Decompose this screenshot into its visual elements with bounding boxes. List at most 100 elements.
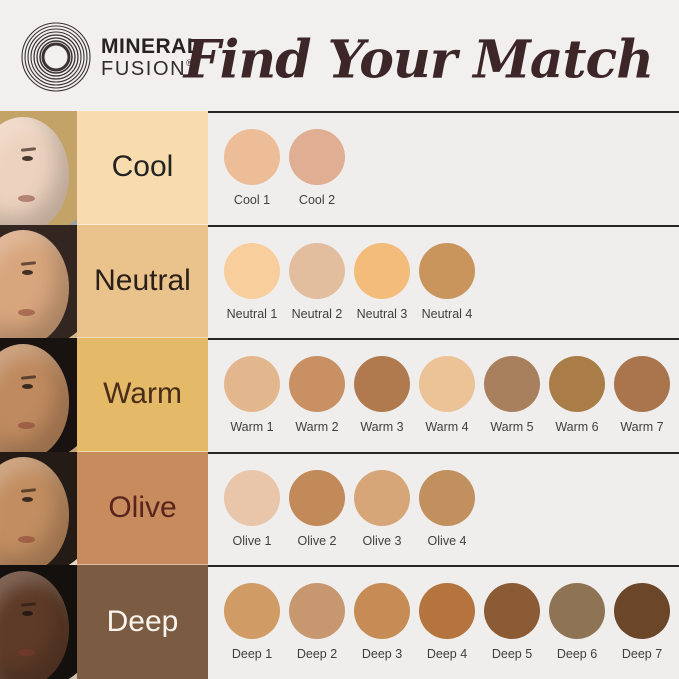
shade-dot (224, 469, 280, 526)
shade-dot (354, 583, 410, 640)
swatch-warm-4: Warm 4 (419, 356, 475, 434)
portrait-eye (21, 610, 33, 616)
portrait-eye (21, 383, 33, 389)
swatch-strip-neutral: Neutral 1 Neutral 2 Neutral 3 Neutral 4 (208, 224, 679, 339)
row-label-text: Warm (103, 377, 182, 411)
row-label-warm: Warm (77, 338, 208, 452)
swatch-neutral-3: Neutral 3 (354, 242, 410, 321)
shade-dot (354, 469, 410, 526)
shade-name: Warm 7 (620, 420, 664, 435)
swatch-strip-warm: Warm 1 Warm 2 Warm 3 Warm 4 Warm 5 Warm 6 Warm… (208, 338, 679, 452)
model-photo-cool (0, 111, 77, 225)
shade-dot (224, 242, 280, 299)
model-photo-warm (0, 338, 77, 452)
brand-name-line2: FUSION® (101, 57, 195, 80)
swatch-cool-1: Cool 1 (224, 129, 280, 207)
shade-name: Cool 2 (298, 193, 336, 207)
swatch-warm-6: Warm 6 (549, 356, 605, 434)
portrait-eye (21, 497, 33, 503)
shade-name: Warm 3 (360, 420, 404, 435)
shade-dot (289, 469, 345, 526)
shade-dot (224, 129, 280, 185)
row-label-text: Olive (108, 491, 177, 525)
row-label-deep: Deep (77, 565, 208, 679)
swatch-strip-deep: Deep 1 Deep 2 Deep 3 Deep 4 Deep 5 Deep 6 Deep… (208, 565, 679, 679)
swatch-olive-1: Olive 1 (224, 469, 280, 548)
brand-wordmark: MINERAL FUSION® (101, 36, 200, 79)
swatch-deep-5: Deep 5 (484, 583, 540, 661)
shade-dot (224, 356, 280, 413)
shade-row-deep: Deep Deep 1 Deep 2 Deep 3 Deep 4 Deep 5 Deep 6… (0, 565, 679, 679)
swatch-neutral-4: Neutral 4 (419, 242, 475, 321)
swatch-olive-2: Olive 2 (289, 469, 345, 548)
shade-dot (419, 469, 475, 526)
swatch-warm-1: Warm 1 (224, 356, 280, 434)
swatch-strip-olive: Olive 1 Olive 2 Olive 3 Olive 4 (208, 451, 679, 566)
shade-dot (484, 356, 540, 413)
swatch-strip-cool: Cool 1 Cool 2 (208, 111, 679, 225)
shade-name: Warm 6 (555, 420, 599, 435)
shade-name: Neutral 4 (421, 306, 473, 321)
swatch-cool-2: Cool 2 (289, 129, 345, 207)
row-label-text: Cool (111, 150, 174, 184)
shade-name: Neutral 1 (226, 306, 278, 321)
shade-dot (289, 583, 345, 640)
shade-row-olive: Olive Olive 1 Olive 2 Olive 3 Olive 4 (0, 451, 679, 566)
row-label-cool: Cool (77, 111, 208, 225)
row-label-text: Neutral (94, 263, 191, 297)
swatch-deep-6: Deep 6 (549, 583, 605, 661)
row-label-neutral: Neutral (77, 224, 208, 339)
shade-row-warm: Warm Warm 1 Warm 2 Warm 3 Warm 4 Warm 5 Warm 6… (0, 338, 679, 452)
swatch-deep-7: Deep 7 (614, 583, 670, 661)
shade-name: Warm 5 (490, 420, 534, 435)
portrait-lips (18, 195, 36, 203)
shade-name: Deep 3 (361, 647, 403, 662)
swatch-warm-7: Warm 7 (614, 356, 670, 434)
portrait-lips (18, 308, 36, 316)
swatch-deep-2: Deep 2 (289, 583, 345, 661)
model-photo-deep (0, 565, 77, 679)
swatch-deep-1: Deep 1 (224, 583, 280, 661)
shade-row-cool: Cool Cool 1 Cool 2 (0, 111, 679, 225)
portrait-lips (18, 422, 36, 430)
shade-name: Olive 1 (232, 533, 272, 548)
header: MINERAL FUSION® Find Your Match (0, 0, 679, 111)
shade-name: Deep 1 (231, 647, 273, 662)
swatch-deep-3: Deep 3 (354, 583, 410, 661)
swatch-olive-4: Olive 4 (419, 469, 475, 548)
shade-dot (289, 356, 345, 413)
shade-dot (289, 129, 345, 185)
shade-dot (614, 583, 670, 640)
row-label-text: Deep (106, 605, 179, 639)
model-photo-neutral (0, 224, 77, 339)
shade-name: Deep 7 (621, 647, 663, 662)
swatch-warm-2: Warm 2 (289, 356, 345, 434)
shade-dot (419, 242, 475, 299)
shade-dot (419, 583, 475, 640)
model-photo-olive (0, 451, 77, 566)
shade-name: Olive 4 (427, 533, 467, 548)
shade-name: Neutral 3 (356, 306, 408, 321)
shade-name: Deep 6 (556, 647, 598, 662)
shade-dot (484, 583, 540, 640)
shade-name: Cool 1 (233, 193, 271, 207)
brand-logo: MINERAL FUSION® (20, 21, 200, 93)
swatch-neutral-1: Neutral 1 (224, 242, 280, 321)
shade-name: Warm 4 (425, 420, 469, 435)
shade-dot (224, 583, 280, 640)
portrait-lips (18, 649, 36, 657)
page-title: Find Your Match (183, 29, 654, 91)
shade-dot (549, 583, 605, 640)
shade-dot (614, 356, 670, 413)
portrait-eye (21, 270, 33, 276)
mineral-fusion-rings-icon (21, 22, 91, 92)
shade-dot (549, 356, 605, 413)
shade-rows: Cool Cool 1 Cool 2 Neutral Neutral 1 Neutral … (0, 111, 679, 679)
swatch-warm-5: Warm 5 (484, 356, 540, 434)
swatch-deep-4: Deep 4 (419, 583, 475, 661)
shade-name: Olive 2 (297, 533, 337, 548)
shade-name: Olive 3 (362, 533, 402, 548)
shade-dot (354, 356, 410, 413)
shade-row-neutral: Neutral Neutral 1 Neutral 2 Neutral 3 Neutra… (0, 224, 679, 339)
registered-mark: ® (186, 57, 195, 68)
